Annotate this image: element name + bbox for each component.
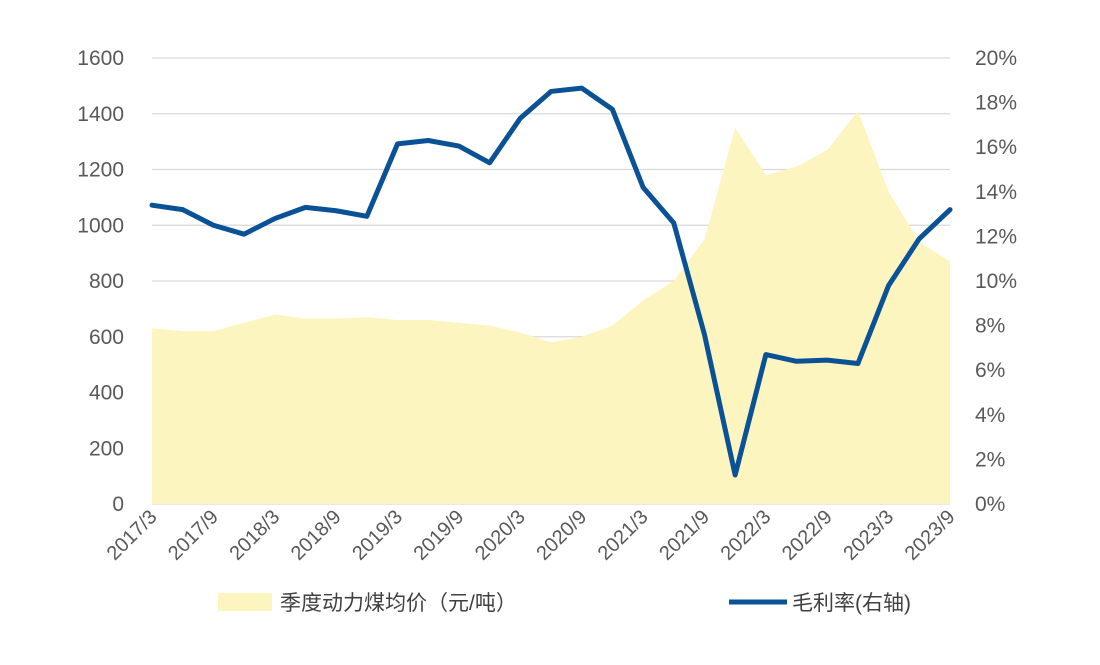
x-tick-label: 2023/9 <box>901 506 960 565</box>
left-tick-label: 1400 <box>77 103 124 126</box>
left-tick-label: 1200 <box>77 159 124 182</box>
right-tick-label: 8% <box>975 315 1005 338</box>
x-tick-label: 2019/9 <box>410 506 469 565</box>
left-axis: 0 200 400 600 800 1000 1200 1400 1600 <box>77 47 124 516</box>
right-tick-label: 6% <box>975 359 1005 382</box>
right-tick-label: 10% <box>975 270 1017 293</box>
left-tick-label: 1000 <box>77 214 124 237</box>
x-tick-label: 2019/3 <box>348 506 407 565</box>
right-tick-label: 4% <box>975 404 1005 427</box>
x-tick-label: 2022/9 <box>778 506 837 565</box>
x-tick-label: 2023/3 <box>839 506 898 565</box>
right-axis: 0% 2% 4% 6% 8% 10% 12% 14% 16% 18% 20% <box>975 47 1017 516</box>
x-tick-label: 2020/9 <box>532 506 591 565</box>
right-tick-label: 12% <box>975 225 1017 248</box>
x-tick-label: 2018/3 <box>225 506 284 565</box>
left-tick-label: 600 <box>89 326 124 349</box>
left-tick-label: 400 <box>89 382 124 405</box>
x-axis: 2017/3 2017/9 2018/3 2018/9 2019/3 2019/9 2020… <box>103 506 960 565</box>
right-tick-label: 0% <box>975 493 1005 516</box>
right-tick-label: 18% <box>975 92 1017 115</box>
x-tick-label: 2022/3 <box>717 506 776 565</box>
right-tick-label: 2% <box>975 448 1005 471</box>
x-tick-label: 2020/3 <box>471 506 530 565</box>
left-tick-label: 0 <box>112 493 124 516</box>
right-tick-label: 16% <box>975 136 1017 159</box>
legend-swatch-coal-price <box>218 593 272 611</box>
x-tick-label: 2021/9 <box>655 506 714 565</box>
right-tick-label: 20% <box>975 47 1017 70</box>
left-tick-label: 200 <box>89 437 124 460</box>
right-tick-label: 14% <box>975 181 1017 204</box>
legend-label-coal-price: 季度动力煤均价（元/吨） <box>280 592 517 615</box>
line-series-gross-margin <box>149 85 953 478</box>
left-tick-label: 1600 <box>77 47 124 70</box>
x-tick-label: 2018/9 <box>287 506 346 565</box>
x-tick-label: 2017/9 <box>164 506 223 565</box>
x-tick-label: 2021/3 <box>594 506 653 565</box>
legend: 季度动力煤均价（元/吨） 毛利率(右轴) <box>218 592 911 615</box>
legend-label-gross-margin: 毛利率(右轴) <box>792 592 911 615</box>
left-tick-label: 800 <box>89 270 124 293</box>
line-layer <box>149 85 953 478</box>
